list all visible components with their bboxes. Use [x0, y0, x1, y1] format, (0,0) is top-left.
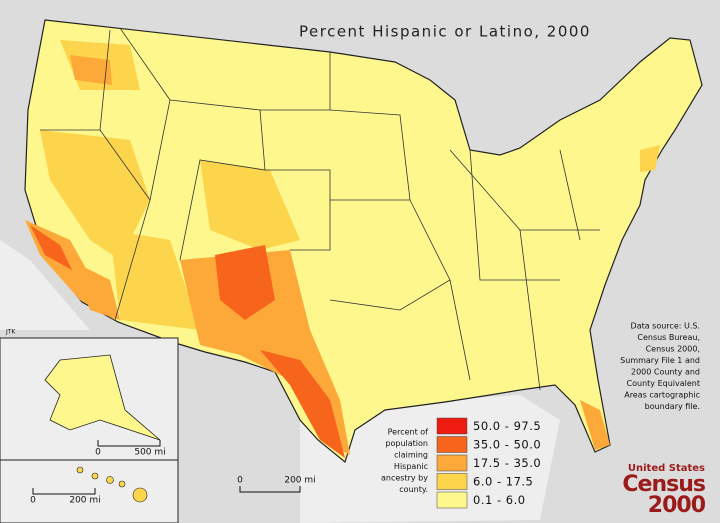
- region-colorado: [200, 160, 300, 250]
- scale-bar: [239, 486, 301, 493]
- region-florida: [580, 400, 610, 450]
- region-nm: [215, 245, 275, 320]
- region-south-texas: [260, 350, 345, 458]
- caption-line: Percent of: [388, 428, 429, 437]
- caption-line: county.: [399, 485, 428, 494]
- alaska: [44, 354, 161, 441]
- data-source-line: 2000 County and: [631, 368, 700, 377]
- region-northeast: [640, 145, 660, 172]
- data-source-line: Data source: U.S.: [631, 322, 700, 331]
- region-az-west: [70, 260, 120, 320]
- legend-swatch: [436, 454, 468, 472]
- legend-swatch: [436, 417, 468, 435]
- region-wa: [70, 55, 112, 85]
- legend-label: 6.0 - 17.5: [473, 475, 533, 489]
- scale-end: 200 mi: [284, 476, 315, 486]
- legend-swatch: [436, 491, 468, 509]
- legend-caption: Percent of population claiming Hispanic ance…: [381, 428, 428, 495]
- legend-label: 0.1 - 6.0: [473, 493, 526, 507]
- caption-line: claiming: [394, 451, 428, 460]
- scale-bar: [97, 440, 161, 447]
- legend-label: 35.0 - 50.0: [473, 438, 541, 452]
- hawaii: [76, 466, 148, 503]
- logo-top: United States: [628, 463, 705, 474]
- data-source-line: County Equivalent: [627, 379, 700, 388]
- data-source: Data source: U.S. Census Bureau, Census 20…: [620, 322, 700, 412]
- scale-start: 0: [237, 476, 243, 486]
- legend-swatch: [436, 436, 468, 453]
- us-mainland: [24, 19, 703, 464]
- state-lines: [40, 27, 600, 391]
- logo-middle: Census: [622, 472, 705, 497]
- legend-label: 50.0 - 97.5: [473, 419, 541, 433]
- scale-end: 200 mi: [69, 496, 100, 506]
- data-source-line: Census 2000,: [646, 345, 700, 354]
- scale-start: 0: [30, 496, 36, 506]
- scale-bar: [32, 488, 96, 495]
- caption-line: Hispanic: [394, 462, 428, 471]
- data-source-line: boundary file.: [645, 402, 700, 411]
- caption-line: ancestry by: [381, 474, 428, 483]
- map-title: Percent Hispanic or Latino, 2000: [299, 23, 591, 41]
- region-imperial: [30, 225, 72, 270]
- hawaii-inset: [0, 459, 179, 523]
- gulf: [300, 395, 560, 523]
- ocean: [0, 240, 90, 330]
- region-arizona: [110, 230, 200, 330]
- legend: 50.0 - 97.5 35.0 - 50.0 17.5 - 35.0 6.0 - 1…: [436, 417, 541, 509]
- legend-label: 17.5 - 35.0: [473, 456, 541, 470]
- credit: JTK: [5, 329, 16, 336]
- legend-swatch: [436, 473, 468, 490]
- caption-line: population: [385, 439, 428, 448]
- scale-end: 500 mi: [134, 448, 165, 458]
- region-west: [40, 130, 150, 260]
- data-source-line: Census Bureau,: [637, 333, 700, 342]
- scale-start: 0: [95, 448, 101, 458]
- logo-bottom: 2000: [648, 493, 706, 518]
- data-source-line: Areas cartographic: [624, 391, 700, 400]
- data-source-line: Summary File 1 and: [620, 356, 700, 365]
